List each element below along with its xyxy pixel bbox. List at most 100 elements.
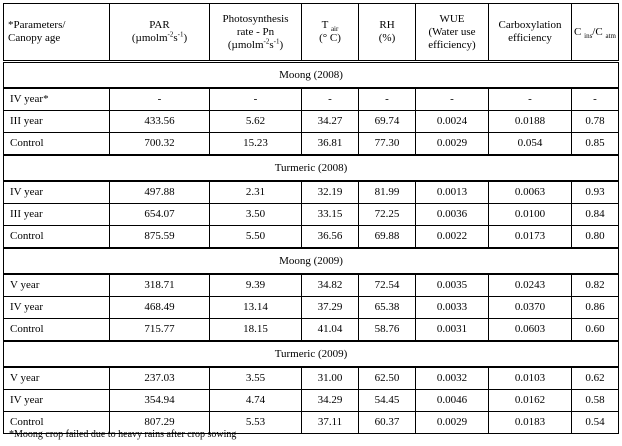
header-c-ratio-b: /C	[592, 25, 603, 38]
cell-wue: 0.0035	[415, 273, 489, 297]
table-row: Control 715.77 18.15 41.04 58.76 0.0031 0.0603…	[3, 318, 619, 342]
header-row: *Parameters/ Canopy age PAR (µmolm-2s-1)…	[3, 3, 619, 63]
footnote: *Moong crop failed due to heavy rains af…	[9, 429, 237, 440]
cell-ratio: 0.84	[571, 203, 619, 226]
table-row: V year 237.03 3.55 31.00 62.50 0.0032 0.0103 0.…	[3, 366, 619, 390]
header-rh-line1: RH	[379, 19, 395, 31]
cell-par: 715.77	[109, 318, 210, 342]
cell-rh: 72.54	[358, 273, 416, 297]
header-par-unit-sup1: -2	[167, 30, 174, 39]
table-body: Moong (2008) IV year* - - - - - - - III year 433.5…	[3, 60, 619, 434]
cell-pn: 18.15	[209, 318, 302, 342]
cell-pn: 3.50	[209, 203, 302, 226]
cell-ce: -	[488, 87, 572, 111]
cell-par: -	[109, 87, 210, 111]
cell-wue: 0.0031	[415, 318, 489, 342]
header-par-unit-c: )	[183, 32, 188, 44]
cell-ce: 0.0103	[488, 366, 572, 390]
table-row: III year 654.07 3.50 33.15 72.25 0.0036 0.0100…	[3, 203, 619, 226]
cell-wue: 0.0033	[415, 296, 489, 319]
header-par-unit-sup2: -1	[177, 30, 184, 39]
header-tair-sub: air	[330, 25, 339, 34]
header-c-ratio-label: C ins/C atm	[574, 25, 616, 40]
cell-tair: 36.81	[301, 132, 359, 156]
header-wue-line2: (Water use	[428, 25, 476, 38]
header-parameters: *Parameters/ Canopy age	[3, 3, 110, 63]
cell-pn: 15.23	[209, 132, 302, 156]
header-pn-unit-b: s	[269, 38, 274, 51]
header-tair: T air (° C)	[301, 3, 359, 63]
header-wue: WUE (Water use efficiency)	[415, 3, 489, 63]
cell-ce: 0.0370	[488, 296, 572, 319]
section-title: Turmeric (2008)	[3, 154, 619, 182]
cell-par: 237.03	[109, 366, 210, 390]
table-row: Control 700.32 15.23 36.81 77.30 0.0029 0.054 0…	[3, 132, 619, 156]
cell-wue: 0.0046	[415, 389, 489, 412]
header-par: PAR (µmolm-2s-1)	[109, 3, 210, 63]
header-par-line1: PAR	[149, 19, 170, 31]
cell-par: 468.49	[109, 296, 210, 319]
cell-pn: -	[209, 87, 302, 111]
row-label: IV year	[3, 180, 110, 204]
header-par-unit-a: (µmolm	[131, 32, 168, 44]
header-wue-line3: efficiency)	[428, 38, 476, 51]
section-header-row: Turmeric (2008)	[3, 154, 619, 182]
header-wue-line1: WUE	[439, 12, 465, 25]
section-title: Turmeric (2009)	[3, 340, 619, 368]
row-label: Control	[3, 225, 110, 249]
cell-ce: 0.0100	[488, 203, 572, 226]
cell-wue: 0.0029	[415, 132, 489, 156]
header-pn-unit-sup1: -2	[263, 36, 270, 45]
cell-par: 654.07	[109, 203, 210, 226]
row-label: IV year*	[3, 87, 110, 111]
table-row: IV year 354.94 4.74 34.29 54.45 0.0046 0.0162 0…	[3, 389, 619, 412]
cell-tair: 34.82	[301, 273, 359, 297]
cell-ce: 0.0063	[488, 180, 572, 204]
header-pn-unit-c: )	[279, 38, 284, 51]
cell-wue: 0.0022	[415, 225, 489, 249]
header-c-ratio-sub2: atm	[605, 31, 616, 40]
cell-ratio: 0.82	[571, 273, 619, 297]
header-par-unit-b: s	[173, 32, 178, 44]
cell-pn: 9.39	[209, 273, 302, 297]
cell-ratio: 0.78	[571, 110, 619, 133]
section-header-row: Moong (2009)	[3, 247, 619, 275]
section-title: Moong (2009)	[3, 247, 619, 275]
cell-tair: 32.19	[301, 180, 359, 204]
header-par-unit: (µmolm-2s-1)	[112, 30, 207, 45]
cell-ratio: 0.93	[571, 180, 619, 204]
cell-ratio: 0.85	[571, 132, 619, 156]
table-row: Control 875.59 5.50 36.56 69.88 0.0022 0.0173 0…	[3, 225, 619, 249]
table-row: V year 318.71 9.39 34.82 72.54 0.0035 0.0243 0.…	[3, 273, 619, 297]
table-row: Control 807.29 5.53 37.11 60.37 0.0029 0.0183 0…	[3, 411, 619, 434]
cell-ratio: 0.54	[571, 411, 619, 434]
row-label: Control	[3, 411, 110, 434]
section-title: Moong (2008)	[3, 60, 619, 89]
cell-ratio: 0.58	[571, 389, 619, 412]
cell-wue: 0.0029	[415, 411, 489, 434]
cell-rh: 60.37	[358, 411, 416, 434]
table-header: *Parameters/ Canopy age PAR (µmolm-2s-1)…	[3, 3, 619, 63]
header-c-ratio-sub1: ins	[584, 31, 593, 40]
header-pn-unit-a: (µmolm	[227, 38, 264, 51]
row-label: III year	[3, 110, 110, 133]
cell-ce: 0.0188	[488, 110, 572, 133]
cell-wue: 0.0032	[415, 366, 489, 390]
cell-pn: 4.74	[209, 389, 302, 412]
cell-rh: 72.25	[358, 203, 416, 226]
row-label: IV year	[3, 389, 110, 412]
cell-rh: -	[358, 87, 416, 111]
cell-par: 807.29	[109, 411, 210, 434]
cell-tair: 37.29	[301, 296, 359, 319]
cell-ce: 0.0183	[488, 411, 572, 434]
cell-tair: -	[301, 87, 359, 111]
row-label: IV year	[3, 296, 110, 319]
cell-par: 497.88	[109, 180, 210, 204]
header-c-ratio-a: C	[574, 25, 582, 38]
header-carboxylation: Carboxylation efficiency	[488, 3, 572, 63]
header-pn-line2: rate - Pn	[236, 25, 275, 38]
cell-tair: 34.27	[301, 110, 359, 133]
header-rh-line2: (%)	[378, 32, 396, 44]
cell-pn: 3.55	[209, 366, 302, 390]
header-parameters-line1: *Parameters/	[8, 19, 66, 31]
